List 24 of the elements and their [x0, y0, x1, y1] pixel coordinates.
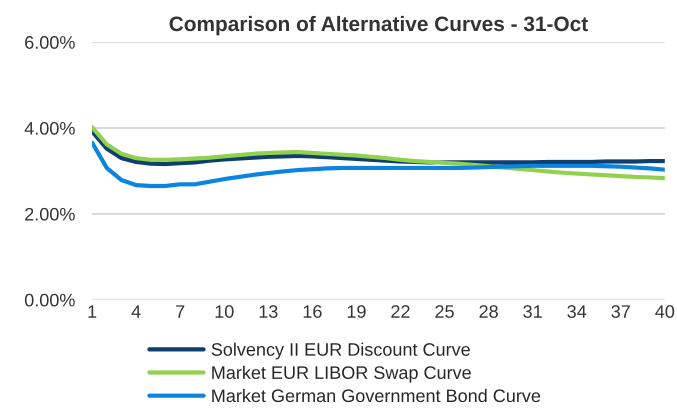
x-tick-label: 19 — [348, 305, 366, 318]
x-tick-label: 4 — [132, 305, 141, 318]
x-tick-label: 28 — [479, 305, 498, 318]
chart-title: Comparison of Alternative Curves - 31-Oct — [170, 16, 588, 36]
x-tick-label: 34 — [567, 305, 586, 318]
x-tick-label: 10 — [216, 305, 234, 318]
x-tick-label: 37 — [611, 305, 630, 318]
y-tick-label: 4.00% — [24, 122, 75, 135]
x-tick-label: 13 — [260, 305, 278, 318]
x-tick-label: 22 — [391, 305, 410, 318]
legend-label: Market German Government Bond Curve — [212, 388, 540, 402]
x-tick-label: 1 — [88, 305, 96, 318]
legend-label: Solvency II EUR Discount Curve — [212, 342, 470, 360]
x-tick-label: 7 — [176, 305, 184, 318]
y-tick-label: 2.00% — [25, 208, 75, 221]
x-tick-label: 25 — [435, 305, 454, 318]
x-tick-label: 40 — [655, 305, 674, 318]
line-series — [92, 140, 665, 188]
x-tick-label: 31 — [523, 305, 542, 318]
y-tick-label: 6.00% — [25, 36, 75, 49]
line-series — [92, 125, 665, 180]
y-tick-label: 0.00% — [24, 294, 75, 307]
legend-label: Market EUR LIBOR Swap Curve — [212, 366, 471, 383]
x-tick-label: 16 — [304, 305, 322, 318]
